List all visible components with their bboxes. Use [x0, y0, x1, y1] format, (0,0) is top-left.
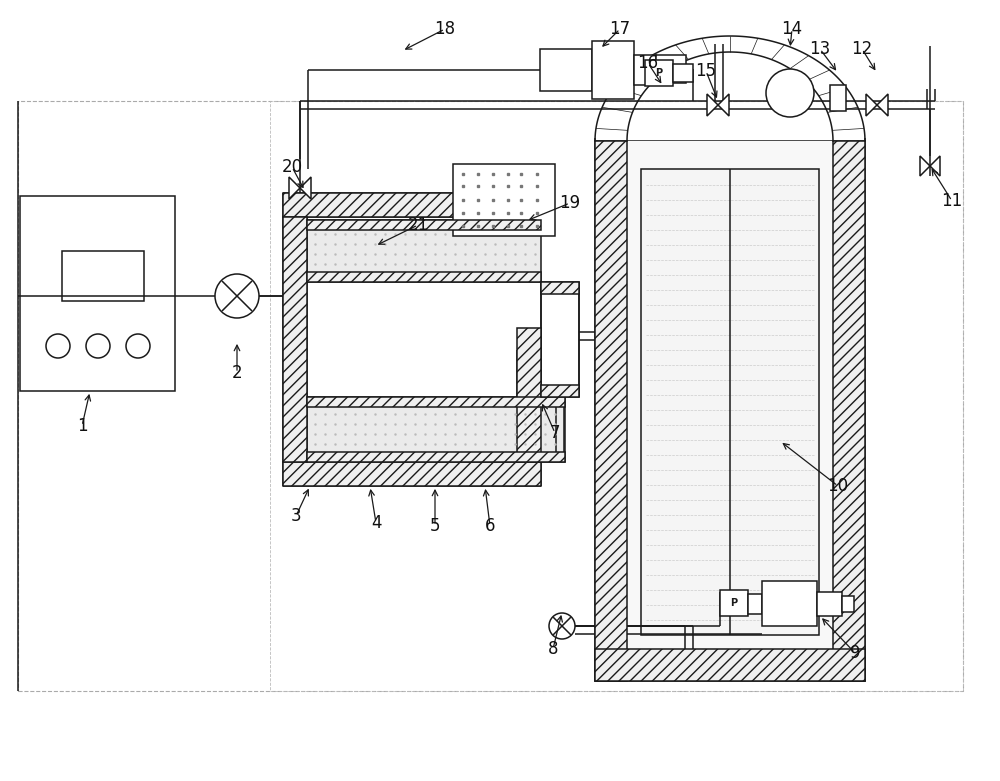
- Bar: [541, 282, 579, 397]
- Bar: [641, 169, 819, 635]
- Polygon shape: [300, 177, 311, 199]
- Text: 4: 4: [371, 514, 381, 532]
- Bar: [307, 397, 565, 407]
- Bar: [307, 220, 541, 230]
- Bar: [517, 328, 541, 462]
- Text: 5: 5: [430, 517, 440, 535]
- Bar: [656, 55, 686, 83]
- Bar: [842, 596, 854, 612]
- Bar: [18, 101, 963, 691]
- Text: 16: 16: [637, 54, 659, 72]
- Text: 3: 3: [291, 507, 301, 525]
- Text: P: P: [655, 68, 663, 78]
- Bar: [283, 217, 307, 462]
- Text: 13: 13: [809, 40, 831, 58]
- Bar: [62, 251, 144, 301]
- Circle shape: [86, 334, 110, 358]
- Text: P: P: [730, 598, 738, 608]
- Bar: [817, 592, 842, 616]
- Text: 21: 21: [407, 216, 429, 234]
- Bar: [307, 220, 541, 282]
- Text: 10: 10: [827, 477, 849, 495]
- Bar: [627, 141, 833, 649]
- Text: 9: 9: [850, 644, 860, 662]
- Bar: [830, 85, 846, 111]
- Bar: [270, 101, 963, 691]
- Text: 14: 14: [781, 20, 803, 38]
- Text: 11: 11: [941, 192, 963, 210]
- Circle shape: [46, 334, 70, 358]
- Text: 2: 2: [232, 364, 242, 382]
- Text: 15: 15: [695, 62, 717, 80]
- Bar: [540, 49, 592, 91]
- Bar: [453, 164, 555, 236]
- Bar: [595, 141, 627, 681]
- Polygon shape: [866, 94, 877, 116]
- Circle shape: [215, 274, 259, 318]
- Polygon shape: [920, 156, 930, 176]
- Bar: [283, 193, 541, 217]
- Bar: [541, 385, 579, 397]
- Text: 6: 6: [485, 517, 495, 535]
- Text: 19: 19: [559, 194, 581, 212]
- Bar: [748, 594, 762, 614]
- Bar: [645, 60, 673, 86]
- Bar: [20, 196, 175, 391]
- Text: P: P: [667, 64, 675, 74]
- Bar: [307, 272, 541, 282]
- Text: 20: 20: [281, 158, 303, 176]
- Bar: [307, 452, 565, 462]
- Polygon shape: [930, 156, 940, 176]
- Polygon shape: [877, 94, 888, 116]
- Bar: [762, 581, 817, 626]
- Polygon shape: [289, 177, 300, 199]
- Text: 12: 12: [851, 40, 873, 58]
- Bar: [634, 55, 656, 85]
- Circle shape: [549, 613, 575, 639]
- Text: 8: 8: [548, 640, 558, 658]
- Text: 1: 1: [77, 417, 87, 435]
- Bar: [720, 590, 748, 616]
- Bar: [673, 64, 693, 82]
- Circle shape: [126, 334, 150, 358]
- Bar: [541, 282, 579, 294]
- Text: 18: 18: [434, 20, 456, 38]
- Polygon shape: [718, 94, 729, 116]
- Bar: [307, 397, 565, 462]
- Circle shape: [766, 69, 814, 117]
- Bar: [595, 649, 865, 681]
- Bar: [595, 141, 865, 681]
- Bar: [283, 462, 541, 486]
- Bar: [592, 41, 634, 99]
- Text: 17: 17: [609, 20, 631, 38]
- Bar: [833, 141, 865, 681]
- Text: 7: 7: [550, 424, 560, 442]
- Polygon shape: [707, 94, 718, 116]
